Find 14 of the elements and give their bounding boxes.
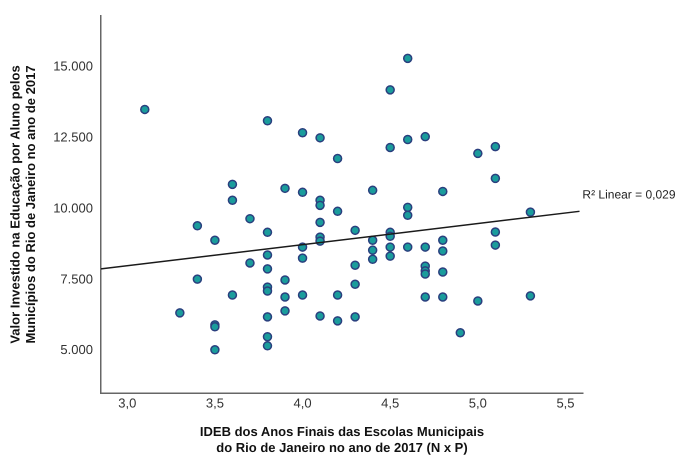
x-tick-label: 4,0 bbox=[294, 396, 312, 411]
y-axis-title: Valor Investido na Educação por Aluno pelos Municípios do Rio de Janeiro no ano de 2017 bbox=[7, 65, 38, 344]
y-tick-label: 15.000 bbox=[53, 58, 93, 74]
series-label: R² Linear = 0,029 bbox=[582, 188, 676, 202]
x-tick-label: 3,0 bbox=[118, 396, 136, 411]
x-tick-label: 3,5 bbox=[206, 396, 224, 411]
y-tick-label: 10.000 bbox=[53, 200, 93, 216]
x-tick-label: 4,5 bbox=[381, 396, 400, 411]
x-axis-title: IDEB dos Anos Finais das Escolas Municipais do Rio de Janeiro no ano de 2017 (N x P) bbox=[200, 424, 484, 455]
y-tick-label: 5.000 bbox=[60, 342, 93, 358]
x-tick-label: 5,5 bbox=[556, 396, 575, 411]
y-tick-label: 7.500 bbox=[60, 271, 93, 286]
x-tick-label: 5,0 bbox=[468, 396, 487, 411]
y-tick-label: 12.500 bbox=[53, 129, 93, 144]
